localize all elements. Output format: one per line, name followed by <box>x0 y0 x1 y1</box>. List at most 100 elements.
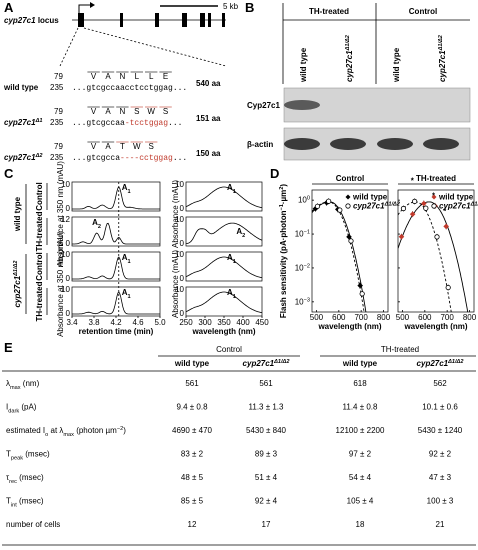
x-tick-label: 800 <box>377 313 391 322</box>
y-tick-label: 0 <box>180 239 185 248</box>
x-tick-label: 3.8 <box>88 318 100 327</box>
column-header-part: cyp27c1 <box>243 359 275 368</box>
cell: 54 ± 4 <box>349 473 372 482</box>
x-tick-label: 3.4 <box>66 318 78 327</box>
peak-label-part: 2 <box>98 224 101 230</box>
panel-label: A <box>4 0 14 15</box>
y-tick-label-part: 10 <box>295 297 304 306</box>
group-header: TH-treated <box>381 345 419 354</box>
x-axis-label: wavelength (nm) <box>317 322 381 331</box>
x-tick-label: 600 <box>332 313 346 322</box>
peak-label: A1 <box>227 253 236 265</box>
plot-title: Control <box>336 174 364 183</box>
column-header-part: Δ1/Δ2 <box>447 359 464 365</box>
peak-label: A1 <box>227 288 236 300</box>
sequence-part: ... <box>173 154 187 163</box>
x-tick-label: 4.2 <box>110 318 122 327</box>
y-tick-label-part: 10 <box>298 196 307 205</box>
amino-acid: A <box>105 107 111 116</box>
locus-label-part: cyp27c1 <box>4 16 36 25</box>
amino-acid: V <box>91 107 97 116</box>
peak-label: A1 <box>122 288 131 300</box>
legend-label: wild type <box>352 193 388 202</box>
genotype-label-part: cyp27c1 <box>13 275 22 307</box>
row-label-part: o <box>45 432 48 438</box>
genotype-label: cyp27c1Δ1 <box>4 118 42 127</box>
y-tick-label: 0 <box>180 309 185 318</box>
legend-marker <box>345 194 351 200</box>
peak-label: A1 <box>122 253 131 265</box>
point <box>400 205 407 212</box>
peak-label-part: A <box>227 288 233 297</box>
amino-acid: T <box>120 142 125 151</box>
sequence: ...gtcgcca----cctggag... <box>72 154 187 163</box>
y-tick-label: 0 <box>66 204 71 213</box>
nucleotide-number: 235 <box>50 153 64 162</box>
row-label-part: λ <box>6 379 10 388</box>
y-axis-label-part: ·µm <box>279 190 288 204</box>
point <box>398 233 405 240</box>
peak-label: A2 <box>92 218 101 230</box>
peak-label-part: 1 <box>128 294 131 300</box>
cell: 18 <box>356 520 365 529</box>
peak-label-part: 1 <box>128 189 131 195</box>
nucleotide-number: 235 <box>50 118 64 127</box>
row-label: Tint (msec) <box>6 497 44 509</box>
locus-label: cyp27c1 locus <box>4 16 59 25</box>
point <box>314 203 321 209</box>
genotype-label: cyp27c1Δ2 <box>4 153 43 162</box>
row-label-part: (msec) <box>23 450 50 459</box>
point <box>445 284 451 291</box>
cell: 51 ± 4 <box>255 473 278 482</box>
amino-acid: S <box>149 142 154 151</box>
cell: 561 <box>185 379 199 388</box>
y-axis-label-part: ) <box>279 184 288 187</box>
y-axis-label: Absorbance at 350 nm (mAU) <box>56 231 65 337</box>
peak-label: A2 <box>236 227 245 239</box>
cell: 618 <box>353 379 367 388</box>
peak-label-part: A <box>122 253 128 262</box>
plot-frame <box>311 189 389 313</box>
genotype-label-part: Δ1 <box>35 118 43 124</box>
lane-label-part: wild type <box>299 47 308 83</box>
plot-frame <box>71 181 161 212</box>
row-label-part: (msec) <box>17 497 44 506</box>
sequence: ...gtcgccaacctcctggag... <box>72 84 187 93</box>
cell: 97 ± 2 <box>349 450 372 459</box>
sequence-part: ----cctggag <box>120 154 173 163</box>
row-label-part: dark <box>8 409 19 415</box>
y-tick-label-part: 10 <box>295 230 304 239</box>
amino-acid: N <box>120 72 126 81</box>
cell: 105 ± 4 <box>347 497 374 506</box>
y-axis-label-part: 2 <box>279 187 285 190</box>
fit-curve <box>312 201 365 312</box>
row-label-part: I <box>6 403 8 412</box>
row-label-part: T <box>6 450 11 459</box>
band <box>377 138 413 150</box>
condition-label: Control <box>35 182 44 210</box>
plot-frame <box>185 181 263 212</box>
x-tick-label: 350 <box>217 318 231 327</box>
condition-label: Control <box>35 252 44 280</box>
x-tick-label: 5.0 <box>154 318 166 327</box>
row-label-part: (nm) <box>21 379 40 388</box>
row-label-part: (pA) <box>19 403 37 412</box>
row-label-part: number of cells <box>6 520 60 529</box>
residue-number: 79 <box>54 142 63 151</box>
y-tick-label: 0 <box>180 204 185 213</box>
y-tick-label: 100 <box>298 196 310 205</box>
peak-label-part: A <box>236 227 242 236</box>
cell: 12 <box>188 520 197 529</box>
legend-label-part: Δ1/Δ2 <box>384 202 401 208</box>
peak-label-part: A <box>122 183 128 192</box>
y-tick-label: 10 <box>175 215 184 224</box>
row-label: number of cells <box>6 520 60 529</box>
sequence-part: ... <box>168 119 182 128</box>
row-label-part: peak <box>11 456 23 462</box>
peak-label: A1 <box>227 183 236 195</box>
plot-frame <box>185 286 263 317</box>
scale-label: 5 kb <box>223 2 239 11</box>
cell: 48 ± 5 <box>181 473 204 482</box>
row-label-part: at λ <box>48 426 63 435</box>
